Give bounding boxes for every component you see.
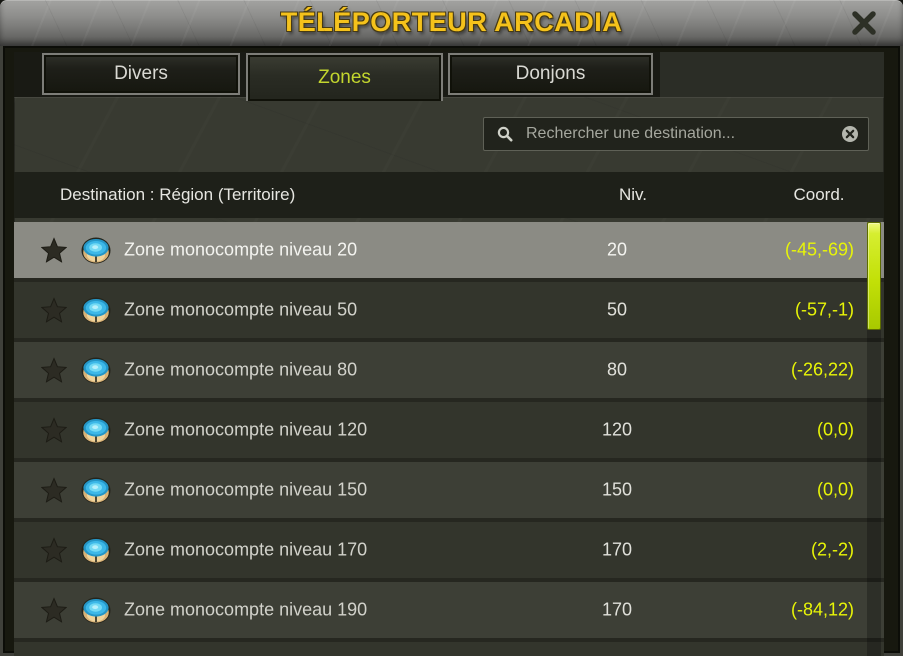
table-row[interactable]: Zone monocompte niveau 170 170 (2,-2) xyxy=(14,522,884,578)
coord-value: (0,0) xyxy=(816,479,854,500)
tab-zones[interactable]: Zones xyxy=(246,53,443,101)
table-row[interactable]: Zone monocompte niveau 150 150 (0,0) xyxy=(14,462,884,518)
teleporter-orb-icon xyxy=(80,416,112,444)
titlebar: TÉLÉPORTEUR ARCADIA xyxy=(0,0,903,46)
tab-donjons[interactable]: Donjons xyxy=(448,53,653,95)
level-value: 170 xyxy=(601,599,633,620)
clear-search-icon[interactable] xyxy=(841,125,859,143)
destination-label: Zone monocompte niveau 120 xyxy=(124,419,368,440)
table-row[interactable]: Zone monocompte niveau 80 80 (-26,22) xyxy=(14,342,884,398)
window-title: TÉLÉPORTEUR ARCADIA xyxy=(280,7,623,37)
scrollbar-thumb[interactable] xyxy=(867,222,881,330)
destination-label: Zone monocompte niveau 150 xyxy=(124,479,368,500)
search-icon xyxy=(496,125,514,143)
header-coord: Coord. xyxy=(793,185,845,204)
tab-bar: Divers Zones Donjons xyxy=(14,52,884,101)
close-icon[interactable] xyxy=(849,8,879,38)
destination-label: Zone monocompte niveau 170 xyxy=(124,539,368,560)
header-destination: Destination : Région (Territoire) xyxy=(60,185,296,204)
tab-divers[interactable]: Divers xyxy=(42,53,240,95)
favorite-star-icon[interactable] xyxy=(41,357,67,383)
level-value: 20 xyxy=(606,239,628,260)
teleporter-orb-icon xyxy=(80,236,112,264)
rows-container: Zone monocompte niveau 20 20 (-45,-69) Z… xyxy=(14,222,884,656)
coord-value: (-45,-69) xyxy=(784,239,854,260)
destination-label: Zone monocompte niveau 190 xyxy=(124,599,368,620)
content-panel: Destination : Région (Territoire) Niv. C… xyxy=(14,97,884,656)
coord-value: (-57,-1) xyxy=(794,299,854,320)
table-row[interactable]: Zone monocompte niveau 190 170 (-84,12) xyxy=(14,582,884,638)
table-header-row: Destination : Région (Territoire) Niv. C… xyxy=(14,172,884,218)
table-row-partial[interactable] xyxy=(14,642,884,656)
teleporter-orb-icon xyxy=(80,356,112,384)
search-input[interactable] xyxy=(524,124,835,144)
header-level: Niv. xyxy=(618,185,647,204)
favorite-star-icon[interactable] xyxy=(41,417,67,443)
destination-label: Zone monocompte niveau 20 xyxy=(124,239,358,260)
level-value: 80 xyxy=(606,359,628,380)
teleporter-orb-icon xyxy=(80,536,112,564)
level-value: 50 xyxy=(606,299,628,320)
coord-value: (-84,12) xyxy=(790,599,854,620)
coord-value: (2,-2) xyxy=(810,539,854,560)
level-value: 120 xyxy=(601,419,633,440)
destination-label: Zone monocompte niveau 50 xyxy=(124,299,358,320)
level-value: 170 xyxy=(601,539,633,560)
coord-value: (-26,22) xyxy=(790,359,854,380)
level-value: 150 xyxy=(601,479,633,500)
destination-label: Zone monocompte niveau 80 xyxy=(124,359,358,380)
favorite-star-icon[interactable] xyxy=(41,297,67,323)
favorite-star-icon[interactable] xyxy=(41,237,67,263)
tab-zones-label: Zones xyxy=(318,67,371,88)
tabbar-filler xyxy=(660,52,884,97)
tab-donjons-label: Donjons xyxy=(515,63,586,84)
table-row[interactable]: Zone monocompte niveau 20 20 (-45,-69) xyxy=(14,222,884,278)
tab-divers-label: Divers xyxy=(114,63,168,84)
favorite-star-icon[interactable] xyxy=(41,597,67,623)
table-row[interactable]: Zone monocompte niveau 120 120 (0,0) xyxy=(14,402,884,458)
teleporter-orb-icon xyxy=(80,296,112,324)
favorite-star-icon[interactable] xyxy=(41,477,67,503)
favorite-star-icon[interactable] xyxy=(41,537,67,563)
teleporter-orb-icon xyxy=(80,596,112,624)
search-box[interactable] xyxy=(483,117,869,151)
coord-value: (0,0) xyxy=(816,419,854,440)
scrollbar-track[interactable] xyxy=(867,222,881,656)
table-row[interactable]: Zone monocompte niveau 50 50 (-57,-1) xyxy=(14,282,884,338)
teleporter-orb-icon xyxy=(80,476,112,504)
